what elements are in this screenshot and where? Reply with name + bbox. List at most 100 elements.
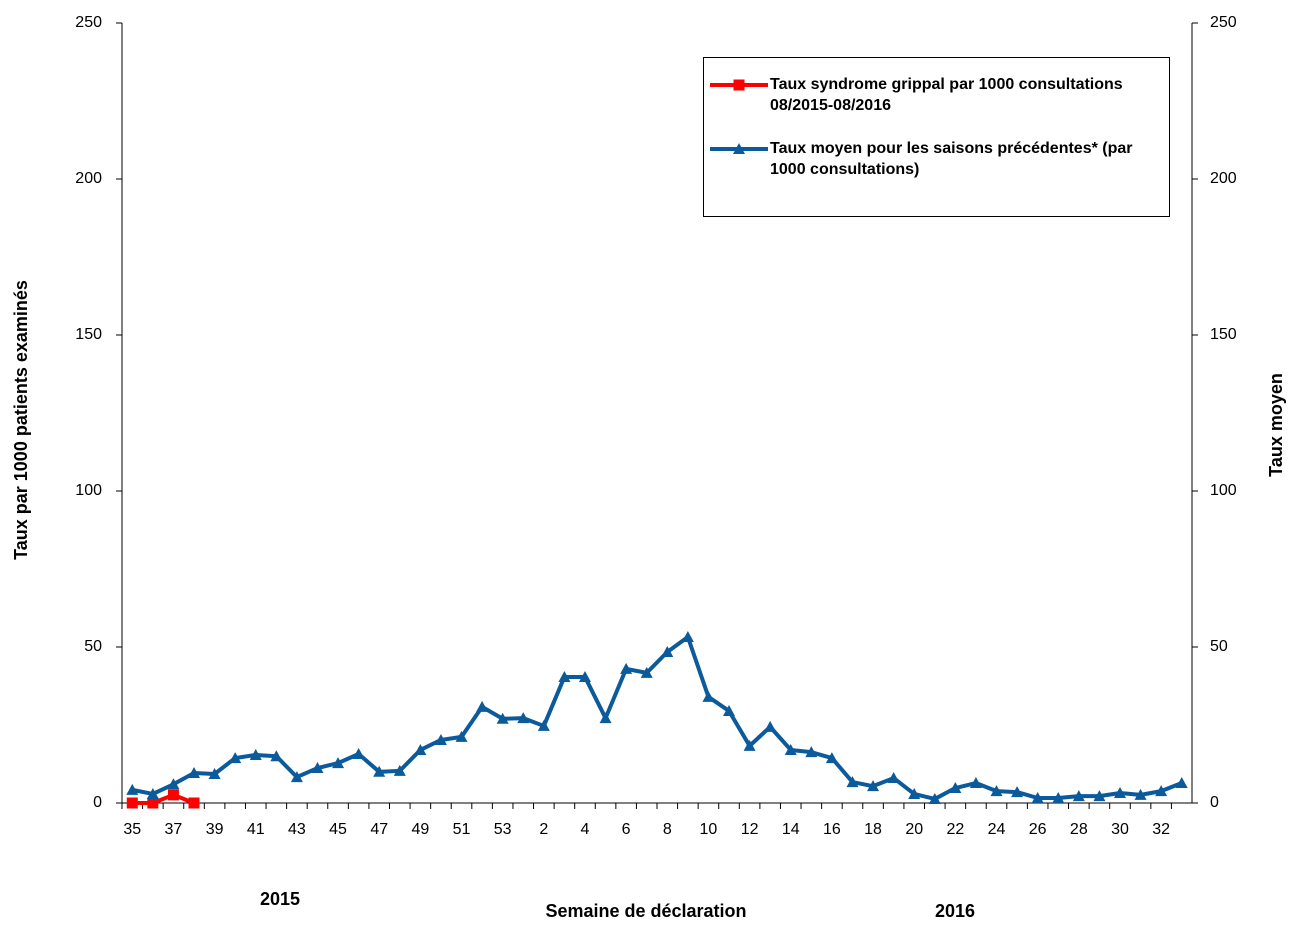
x-tick-label: 37: [165, 821, 183, 838]
marker: [764, 720, 777, 732]
y2-tick-label: 250: [1210, 14, 1237, 31]
marker: [805, 746, 818, 758]
marker: [1011, 786, 1024, 798]
y2-axis-label: Taux moyen: [1266, 373, 1286, 477]
marker: [1072, 790, 1085, 802]
marker: [558, 670, 571, 682]
marker: [1052, 792, 1065, 804]
x-tick-label: 47: [370, 821, 388, 838]
legend-label: Taux syndrome grippal par 1000 consultat…: [770, 76, 1123, 114]
y-tick-label: 250: [75, 14, 102, 31]
x-tick-label: 16: [823, 821, 841, 838]
y2-tick-label: 50: [1210, 638, 1228, 655]
marker: [332, 757, 345, 769]
legend-marker: [733, 143, 745, 154]
marker: [969, 777, 982, 789]
marker: [640, 666, 653, 678]
y2-tick-label: 0: [1210, 794, 1219, 811]
marker: [723, 704, 736, 716]
marker: [1175, 777, 1188, 789]
x-tick-label: 39: [206, 821, 224, 838]
marker: [373, 765, 386, 777]
x-tick-label: 14: [782, 821, 800, 838]
x-tick-label: 26: [1029, 821, 1047, 838]
y-tick-label: 150: [75, 326, 102, 343]
marker: [1031, 792, 1044, 804]
x-tick-label: 49: [411, 821, 429, 838]
marker: [1134, 788, 1147, 800]
x-tick-label: 30: [1111, 821, 1129, 838]
marker: [188, 767, 201, 779]
marker: [393, 764, 406, 776]
x-tick-label: 35: [123, 821, 141, 838]
marker: [517, 712, 530, 724]
marker: [846, 776, 859, 788]
marker: [249, 748, 262, 760]
legend-swatch: [710, 143, 768, 154]
x-tick-label: 22: [946, 821, 964, 838]
marker: [908, 787, 921, 799]
y2-tick-label: 200: [1210, 170, 1237, 187]
marker: [949, 782, 962, 794]
marker: [1155, 785, 1168, 797]
x-tick-label: 12: [741, 821, 759, 838]
marker: [311, 762, 324, 774]
marker: [290, 771, 303, 783]
marker: [990, 785, 1003, 797]
marker: [496, 712, 509, 724]
x-tick-label: 8: [663, 821, 672, 838]
marker: [476, 700, 489, 712]
marker: [825, 752, 838, 764]
legend-marker: [733, 79, 745, 91]
marker: [270, 750, 283, 762]
x-tick-label: 41: [247, 821, 265, 838]
marker: [661, 645, 674, 657]
year-label: 2015: [260, 889, 300, 909]
x-tick-label: 51: [453, 821, 471, 838]
marker: [537, 719, 550, 731]
x-tick-label: 32: [1152, 821, 1170, 838]
x-tick-label: 24: [988, 821, 1006, 838]
marker: [784, 743, 797, 755]
marker: [620, 662, 633, 674]
marker: [229, 752, 242, 764]
marker: [867, 780, 880, 792]
marker: [1093, 790, 1106, 802]
marker: [126, 797, 138, 809]
y-tick-label: 200: [75, 170, 102, 187]
x-tick-label: 43: [288, 821, 306, 838]
marker: [1113, 787, 1126, 799]
marker: [414, 743, 427, 755]
marker: [887, 772, 900, 784]
marker: [167, 778, 180, 790]
x-tick-label: 2: [539, 821, 548, 838]
marker: [455, 730, 468, 742]
y-axis-label: Taux par 1000 patients examinés: [11, 280, 31, 560]
series-line: [131, 635, 1183, 801]
marker: [743, 739, 756, 751]
marker: [352, 748, 365, 760]
x-tick-label: 6: [622, 821, 631, 838]
legend-label: Taux moyen pour les saisons précédentes*…: [770, 140, 1133, 178]
x-tick-label: 4: [581, 821, 590, 838]
marker: [578, 670, 591, 682]
y2-tick-label: 150: [1210, 326, 1237, 343]
marker: [147, 797, 159, 809]
y-tick-label: 0: [93, 794, 102, 811]
y2-tick-label: 100: [1210, 482, 1237, 499]
marker: [208, 767, 221, 779]
marker: [599, 712, 612, 724]
x-tick-label: 45: [329, 821, 347, 838]
x-tick-label: 18: [864, 821, 882, 838]
y-tick-label: 50: [84, 638, 102, 655]
y-tick-label: 100: [75, 482, 102, 499]
x-tick-label: 53: [494, 821, 512, 838]
x-axis-label: Semaine de déclaration: [545, 901, 746, 921]
year-label: 2016: [935, 901, 975, 921]
x-tick-label: 20: [905, 821, 923, 838]
legend-swatch: [710, 79, 768, 91]
marker: [681, 631, 694, 643]
marker: [146, 787, 159, 799]
